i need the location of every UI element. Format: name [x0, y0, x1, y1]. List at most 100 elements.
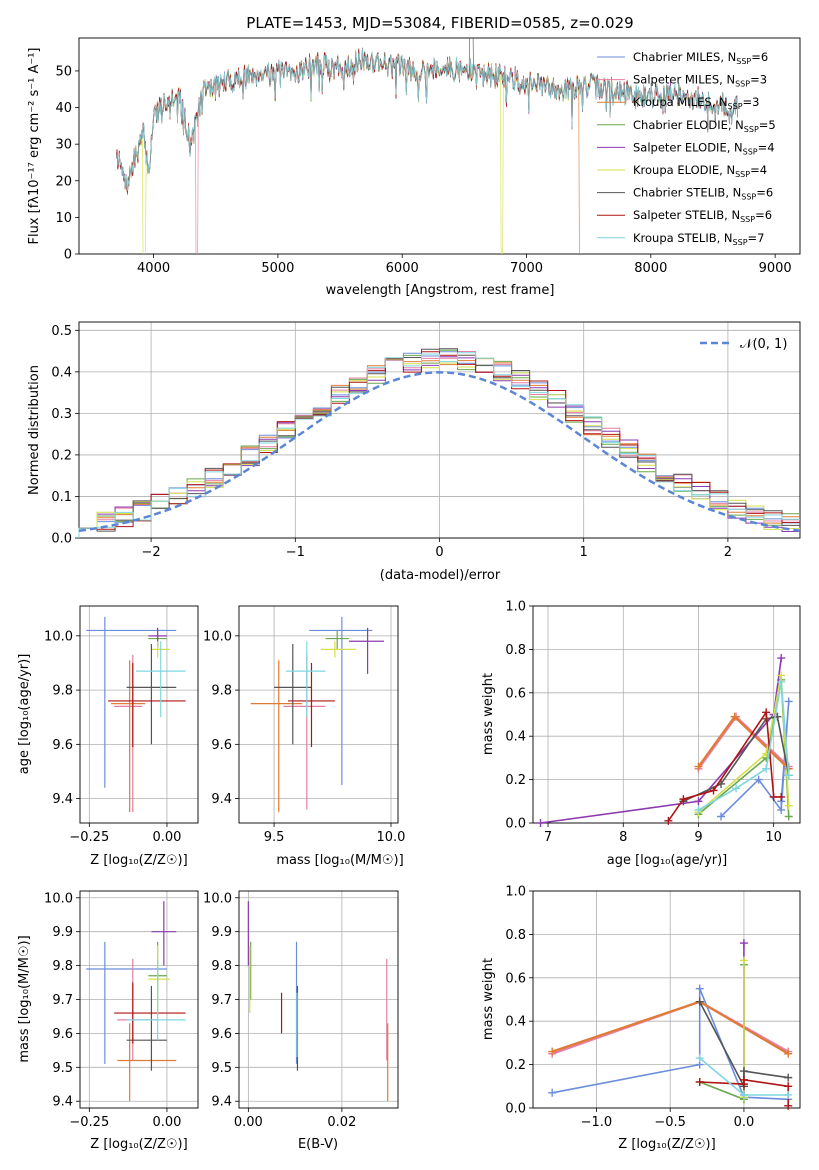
x-tick-label: 0.00 — [152, 1115, 181, 1130]
x-tick-label: 9000 — [759, 261, 792, 276]
age-z-ylabel: age [log₁₀(age/yr)] — [17, 654, 32, 775]
weight-marker — [754, 775, 763, 784]
weight-marker — [784, 1049, 793, 1058]
y-tick-label: 9.9 — [52, 925, 73, 940]
y-tick-label: 9.4 — [211, 792, 232, 807]
y-tick-label: 9.8 — [211, 959, 232, 974]
y-tick-label: 0.0 — [505, 1102, 526, 1117]
y-tick-label: 50 — [55, 64, 72, 79]
legend-entry: Kroupa ELODIE, NSSP=4 — [633, 163, 767, 179]
x-tick-label: 0.00 — [152, 830, 181, 845]
y-tick-label: 0 — [64, 248, 72, 263]
weight-marker — [777, 654, 786, 663]
weight-marker — [784, 697, 793, 706]
legend-entry: Salpeter ELODIE, NSSP=4 — [633, 140, 775, 156]
histogram-chabrier-stelib — [78, 348, 800, 538]
weight-marker — [694, 805, 703, 814]
y-tick-label: 0.8 — [505, 643, 526, 658]
figure-title: PLATE=1453, MJD=53084, FIBERID=0585, z=0… — [246, 14, 633, 32]
y-tick-label: 10.0 — [44, 891, 73, 906]
x-tick-label: 10 — [765, 830, 782, 845]
residuals-panel: −2 −1 0 1 2 0.0 0.1 0.2 0.3 0.4 0.5 — [51, 321, 801, 560]
x-tick-label: 9.5 — [264, 830, 285, 845]
weight-vs-z-panel: −1.0 −0.5 0.0 0.0 0.2 0.4 0.6 0.8 1.0 — [505, 885, 801, 1130]
weight-marker — [536, 819, 545, 827]
weight-marker — [548, 1047, 557, 1056]
wt-age-ylabel: mass weight — [481, 673, 496, 755]
histogram-kroupa-stelib — [78, 352, 800, 538]
legend-entry: Chabrier STELIB, NSSP=6 — [633, 186, 773, 202]
x-tick-label: 0.0 — [734, 1115, 755, 1130]
spectrum-xlabel: wavelength [Angstrom, rest frame] — [326, 283, 555, 298]
x-tick-label: −0.25 — [69, 1115, 109, 1130]
y-tick-label: 9.5 — [52, 1061, 73, 1076]
weight-marker — [769, 792, 778, 801]
histogram-salpeter-stelib — [78, 351, 800, 538]
y-tick-label: 9.8 — [52, 684, 73, 699]
weight-marker — [784, 1090, 793, 1099]
x-tick-label: 0.02 — [327, 1115, 356, 1130]
x-tick-label: 7000 — [510, 261, 543, 276]
weight-marker — [784, 1073, 793, 1082]
age-vs-z-panel: −0.25 0.00 9.4 9.6 9.8 10.0 — [44, 605, 199, 845]
mass-z-ylabel: mass [log₁₀(M/M☉)] — [17, 935, 32, 1062]
weight-marker — [548, 1088, 557, 1097]
y-tick-label: 0.0 — [51, 532, 72, 547]
x-tick-label: 6000 — [386, 261, 419, 276]
y-tick-label: 9.4 — [52, 1095, 73, 1110]
weight-marker — [777, 805, 786, 814]
y-tick-label: 40 — [55, 101, 72, 116]
weight-marker — [739, 1075, 748, 1084]
y-tick-label: 10 — [55, 211, 72, 226]
weight-marker — [709, 786, 718, 795]
x-tick-label: 8000 — [634, 261, 667, 276]
weight-marker — [695, 984, 704, 993]
weight-marker — [739, 939, 748, 948]
axes-frame — [78, 37, 801, 255]
weight-marker — [717, 812, 726, 821]
weight-marker — [784, 771, 793, 780]
weight-marker — [664, 816, 673, 825]
y-tick-label: 10.0 — [203, 891, 232, 906]
y-tick-label: 0.4 — [51, 365, 72, 380]
mass-vs-z-panel: −0.25 0.00 9.4 9.5 9.6 9.7 9.8 9.9 10.0 — [44, 890, 199, 1130]
spectrum-series-kroupa-stelib — [115, 48, 738, 191]
weight-marker — [739, 1090, 748, 1099]
legend-entry: Kroupa STELIB, NSSP=7 — [633, 231, 764, 247]
x-tick-label: 7 — [544, 830, 552, 845]
x-tick-label: 8 — [619, 830, 627, 845]
y-tick-label: 0.1 — [51, 490, 72, 505]
y-tick-label: 0.3 — [51, 407, 72, 422]
y-tick-label: 9.4 — [52, 792, 73, 807]
weight-marker — [732, 784, 741, 793]
legend-entry: Salpeter MILES, NSSP=3 — [633, 73, 767, 89]
x-tick-label: 4000 — [137, 261, 170, 276]
y-tick-label: 0.2 — [505, 773, 526, 788]
weight-marker — [730, 712, 739, 721]
wt-z-xlabel: Z [log₁₀(Z/Z☉)] — [618, 1137, 715, 1152]
legend-entry: Kroupa MILES, NSSP=3 — [633, 95, 759, 111]
spectrum-legend: Chabrier MILES, NSSP=6 Salpeter MILES, NS… — [597, 50, 776, 247]
weight-marker — [679, 795, 688, 804]
spectrum-lines — [115, 38, 738, 254]
axes-frame — [532, 890, 801, 1109]
weight-marker — [762, 764, 771, 773]
axes-frame — [532, 605, 801, 824]
weight-line — [697, 675, 790, 813]
y-tick-label: 9.9 — [211, 925, 232, 940]
gaussian-curve — [78, 371, 801, 532]
y-tick-label: 0.8 — [505, 928, 526, 943]
weight-marker — [695, 1054, 704, 1063]
x-tick-label: 0.00 — [234, 1115, 263, 1130]
x-tick-label: −2 — [142, 545, 161, 560]
x-tick-label: 9 — [694, 830, 702, 845]
y-tick-label: 9.7 — [52, 993, 73, 1008]
y-tick-label: 10.0 — [44, 629, 73, 644]
x-tick-label: −0.25 — [69, 830, 109, 845]
y-tick-label: 0.4 — [505, 730, 526, 745]
y-tick-label: 0.6 — [505, 971, 526, 986]
y-tick-label: 9.6 — [211, 1027, 232, 1042]
x-tick-label: −0.5 — [654, 1115, 686, 1130]
y-tick-label: 0.2 — [505, 1058, 526, 1073]
